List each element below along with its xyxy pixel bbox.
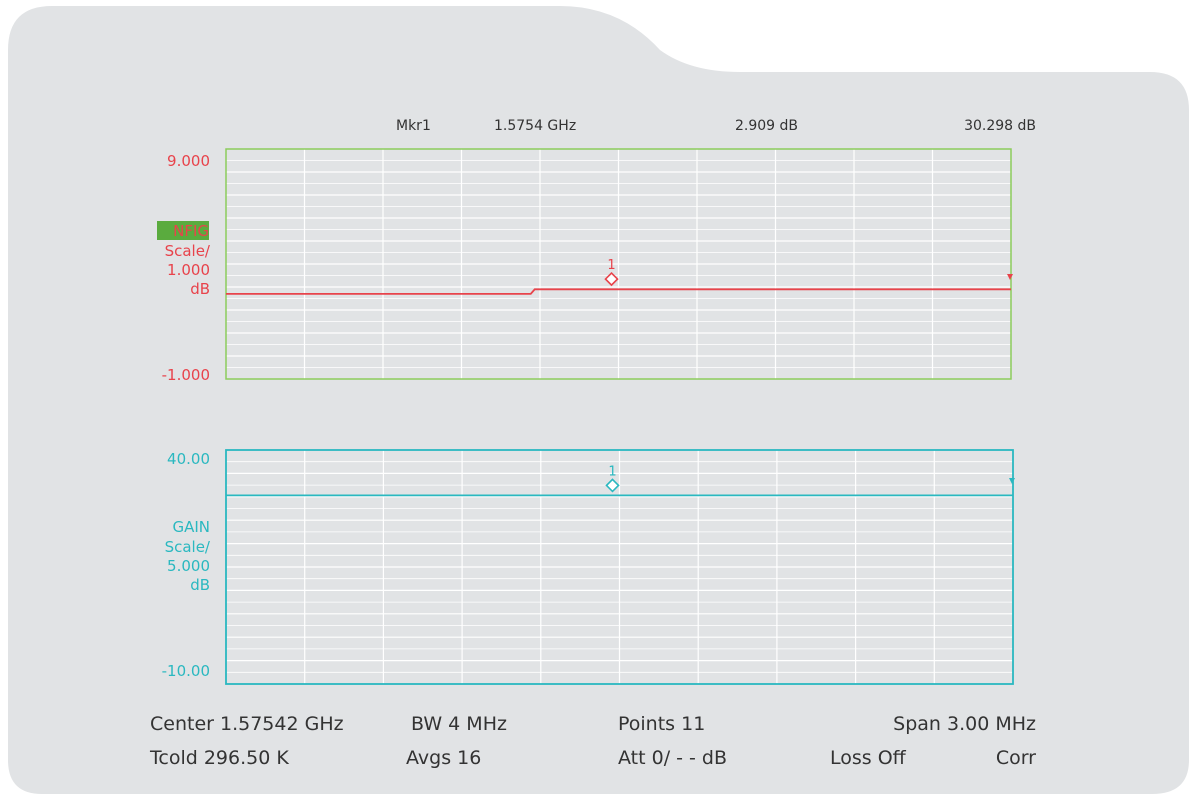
attenuation: Att 0/ - - dB <box>618 747 727 769</box>
gain-marker-number: 1 <box>608 464 616 479</box>
nfig-grid <box>226 149 1011 379</box>
gain-name: GAIN <box>172 518 210 536</box>
nfig-marker-number: 1 <box>607 258 615 273</box>
gain-top-label: 40.00 <box>167 450 210 468</box>
nfig-unit: dB <box>190 280 210 298</box>
nfig-bottom-label: -1.000 <box>162 366 210 384</box>
points: Points 11 <box>618 713 705 735</box>
gain-reference-arrow <box>1009 478 1015 484</box>
nfig-marker-diamond <box>604 271 619 287</box>
nfig-frame <box>225 148 1012 380</box>
gain-bottom-label: -10.00 <box>162 662 210 680</box>
gain-graph: 1 <box>225 449 1015 685</box>
loss-status: Loss Off <box>830 747 907 769</box>
bandwidth: BW 4 MHz <box>411 713 507 735</box>
nfig-top-label: 9.000 <box>167 152 210 170</box>
gain-unit: dB <box>190 576 210 594</box>
nfig-scale-label: Scale/ <box>165 242 211 260</box>
averages: Avgs 16 <box>406 747 481 769</box>
nfig-badge <box>157 221 209 240</box>
screen-panel <box>8 6 1189 794</box>
nfig-graph: 1 <box>225 148 1013 380</box>
tcold: Tcold 296.50 K <box>149 747 289 769</box>
marker-gain-readout: 30.298 dB <box>964 118 1036 134</box>
gain-frame <box>225 449 1014 685</box>
nfig-reference-arrow <box>1007 274 1013 280</box>
gain-grid <box>226 450 1013 684</box>
nfig-trace-line <box>226 288 1011 295</box>
marker-nfig-readout: 2.909 dB <box>735 118 798 134</box>
marker-frequency: 1.5754 GHz <box>494 118 576 134</box>
marker-name: Mkr1 <box>396 118 431 134</box>
span: Span 3.00 MHz <box>893 713 1036 735</box>
gain-marker-diamond <box>605 478 620 493</box>
center-frequency: Center 1.57542 GHz <box>150 713 344 735</box>
nfig-badge-label: NFIG <box>173 222 209 240</box>
gain-scale-value: 5.000 <box>167 557 210 575</box>
correction-status: Corr <box>996 747 1036 769</box>
nfig-scale-value: 1.000 <box>167 261 210 279</box>
gain-scale-label: Scale/ <box>165 538 211 556</box>
